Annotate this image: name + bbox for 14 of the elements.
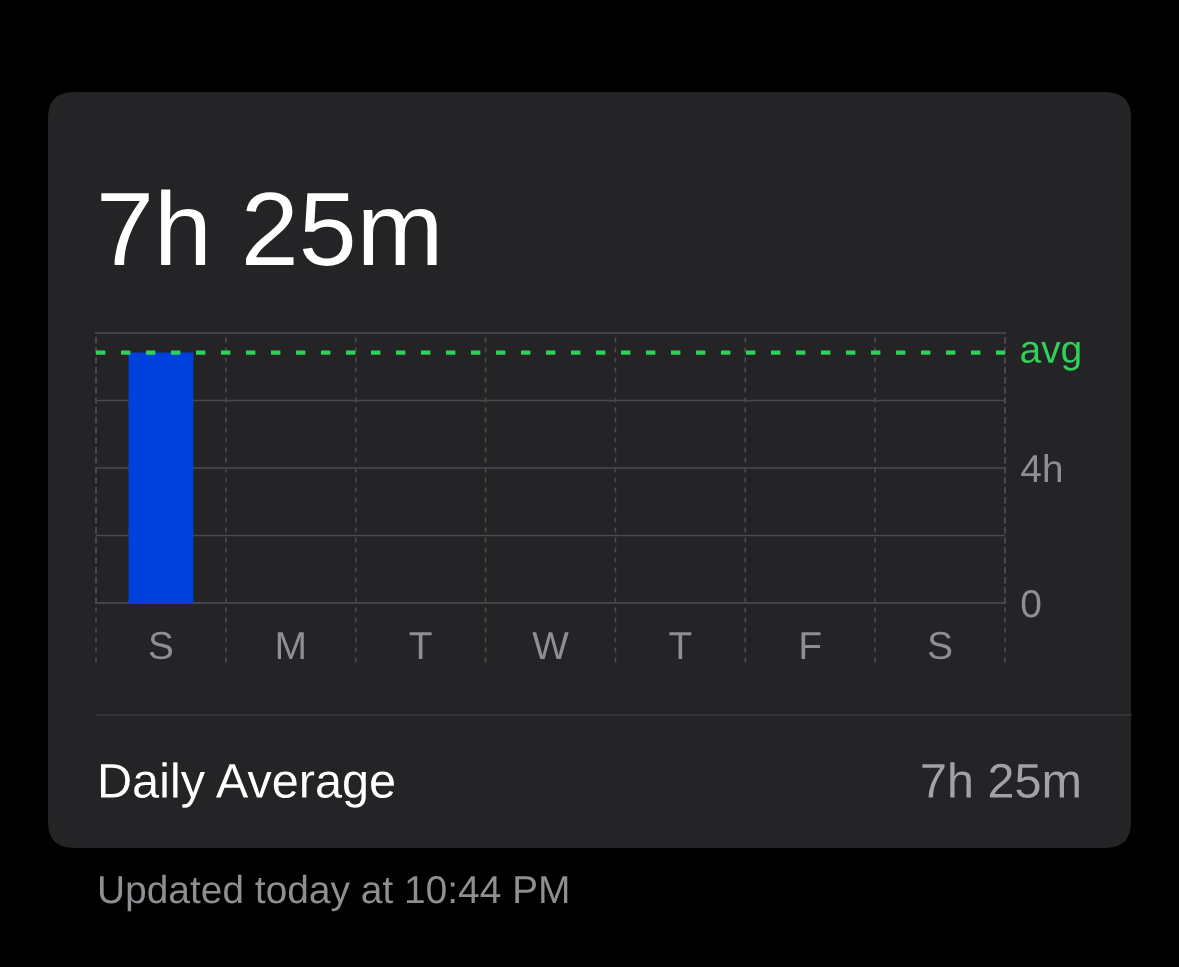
ref-line-label: avg <box>1021 341 1080 371</box>
x-tick-label: T <box>669 632 692 659</box>
y-tick-label: 0 <box>1021 589 1041 618</box>
x-tick-label: W <box>532 632 569 659</box>
chart-title: 7h 25m <box>101 189 437 266</box>
y-tick-label: 4h <box>1021 453 1062 483</box>
x-tick-label: S <box>149 631 173 660</box>
x-tick-label: T <box>409 632 432 659</box>
x-tick-label: F <box>801 632 821 659</box>
text: 7h 25m <box>922 762 1079 799</box>
x-tick-label: M <box>277 632 304 659</box>
x-tick-label: S <box>928 631 952 660</box>
text: Updated today at 10:44 PM <box>100 874 568 912</box>
text: Daily Average <box>100 762 394 808</box>
